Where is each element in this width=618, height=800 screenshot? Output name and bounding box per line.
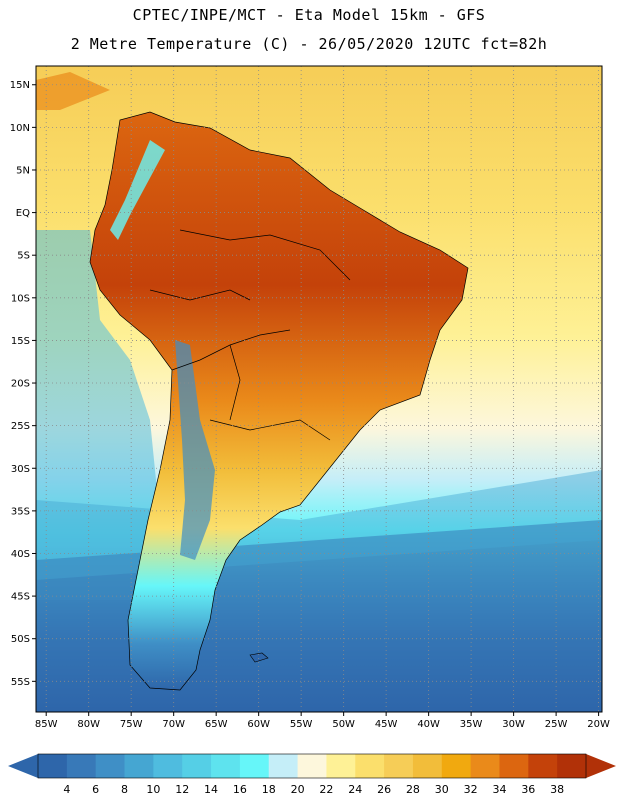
lon-label: 30W bbox=[502, 719, 525, 730]
colorbar-label: 14 bbox=[204, 783, 218, 796]
colorbar-label: 4 bbox=[63, 783, 70, 796]
colorbar-segment bbox=[182, 754, 212, 778]
lon-label: 80W bbox=[77, 719, 100, 730]
lat-label: 5S bbox=[17, 251, 30, 262]
colorbar-label: 12 bbox=[175, 783, 189, 796]
colorbar-segment bbox=[470, 754, 500, 778]
colorbar-segment bbox=[557, 754, 587, 778]
colorbar-segment bbox=[38, 754, 68, 778]
colorbar-segment bbox=[211, 754, 241, 778]
lat-label: 40S bbox=[11, 549, 30, 560]
lat-label: 20S bbox=[11, 379, 30, 390]
lon-label: 45W bbox=[375, 719, 398, 730]
colorbar-segment bbox=[326, 754, 356, 778]
colorbar-segment bbox=[66, 754, 97, 778]
longitude-labels: 85W 80W 75W 70W 65W 60W 55W 50W 45W 40W 35W 30W 25W 2… bbox=[35, 712, 610, 730]
colorbar-segment bbox=[297, 754, 327, 778]
colorbar-segment bbox=[441, 754, 472, 778]
colorbar-label: 18 bbox=[262, 783, 276, 796]
colorbar-segment bbox=[153, 754, 183, 778]
lat-label: 10N bbox=[10, 123, 30, 134]
lon-label: 75W bbox=[120, 719, 143, 730]
lon-label: 20W bbox=[587, 719, 610, 730]
lat-label: 50S bbox=[11, 634, 30, 645]
colorbar bbox=[8, 753, 616, 779]
colorbar-segment bbox=[412, 754, 443, 778]
colorbar-max-arrow bbox=[586, 754, 616, 778]
lon-label: 25W bbox=[545, 719, 568, 730]
colorbar-label: 34 bbox=[492, 783, 506, 796]
colorbar-label: 22 bbox=[319, 783, 333, 796]
colorbar-segment bbox=[384, 754, 414, 778]
lat-label: 35S bbox=[11, 506, 30, 517]
colorbar-label: 28 bbox=[406, 783, 420, 796]
colorbar-label: 26 bbox=[377, 783, 391, 796]
lon-label: 40W bbox=[417, 719, 440, 730]
colorbar-segment bbox=[268, 754, 299, 778]
colorbar-label: 10 bbox=[146, 783, 160, 796]
chart-title-line2: 2 Metre Temperature (C) - 26/05/2020 12U… bbox=[70, 35, 548, 53]
colorbar-label: 36 bbox=[521, 783, 535, 796]
colorbar-label: 30 bbox=[435, 783, 449, 796]
colorbar-label: 38 bbox=[550, 783, 564, 796]
temperature-field bbox=[36, 66, 602, 712]
lon-label: 50W bbox=[332, 719, 355, 730]
colorbar-segment bbox=[528, 754, 558, 778]
colorbar-segment bbox=[499, 754, 529, 778]
lat-label: 45S bbox=[11, 592, 30, 603]
lat-label: 30S bbox=[11, 464, 30, 475]
colorbar-label: 16 bbox=[233, 783, 247, 796]
colorbar-label: 24 bbox=[348, 783, 362, 796]
colorbar-segment bbox=[355, 754, 385, 778]
colorbar-label: 20 bbox=[291, 783, 305, 796]
lat-label: EQ bbox=[16, 208, 30, 219]
chart-title-line1: CPTEC/INPE/MCT - Eta Model 15km - GFS bbox=[132, 6, 486, 24]
lon-label: 65W bbox=[205, 719, 228, 730]
map-frame bbox=[35, 65, 603, 713]
lon-label: 35W bbox=[460, 719, 483, 730]
colorbar-segment bbox=[239, 754, 270, 778]
lat-label: 25S bbox=[11, 421, 30, 432]
lon-label: 55W bbox=[290, 719, 313, 730]
colorbar-label: 8 bbox=[121, 783, 128, 796]
lon-label: 70W bbox=[162, 719, 185, 730]
latitude-labels: 15N 10N 5N EQ 5S 10S 15S 20S 25S 30S 35S 40S 45S 50S 5… bbox=[10, 80, 36, 688]
colorbar-labels: 4 6 8 10 12 14 16 18 20 22 24 26 28 30 32 34 36 38 bbox=[63, 783, 564, 796]
lat-label: 55S bbox=[11, 677, 30, 688]
colorbar-segment bbox=[124, 754, 154, 778]
colorbar-segment bbox=[95, 754, 126, 778]
lat-label: 15N bbox=[10, 80, 30, 91]
lat-label: 15S bbox=[11, 336, 30, 347]
lon-label: 60W bbox=[247, 719, 270, 730]
lon-label: 85W bbox=[35, 719, 58, 730]
colorbar-label: 32 bbox=[464, 783, 478, 796]
lat-label: 10S bbox=[11, 293, 30, 304]
lat-label: 5N bbox=[16, 165, 30, 176]
colorbar-min-arrow bbox=[8, 754, 38, 778]
colorbar-label: 6 bbox=[92, 783, 99, 796]
